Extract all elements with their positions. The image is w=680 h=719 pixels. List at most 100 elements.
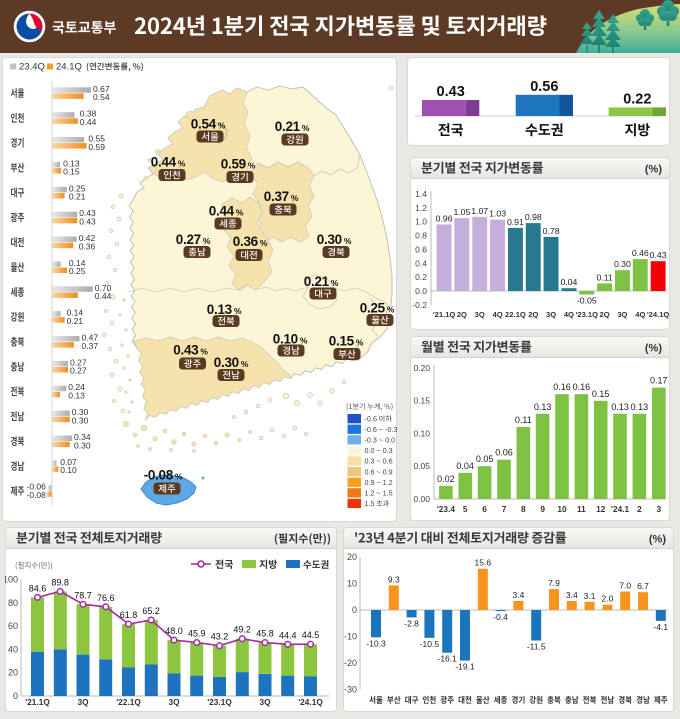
svg-text:0.27 %: 0.27 %	[176, 232, 211, 247]
svg-text:0.15: 0.15	[592, 389, 610, 399]
svg-text:23.4Q: 23.4Q	[19, 62, 45, 73]
svg-text:0.30: 0.30	[614, 259, 631, 269]
svg-text:0.22: 0.22	[623, 91, 651, 107]
svg-text:48.0: 48.0	[165, 626, 183, 636]
svg-text:-0.05: -0.05	[577, 296, 597, 306]
svg-text:0.0 ~ 0.3: 0.0 ~ 0.3	[365, 446, 393, 455]
svg-text:7.9: 7.9	[548, 578, 560, 588]
svg-text:44.4: 44.4	[279, 630, 297, 640]
svg-text:-0.3 ~ 0.0: -0.3 ~ 0.0	[365, 436, 396, 445]
svg-text:0.00: 0.00	[413, 494, 430, 504]
svg-text:0.43: 0.43	[79, 208, 96, 218]
svg-text:0.07: 0.07	[60, 457, 77, 467]
svg-text:9: 9	[540, 504, 545, 514]
svg-text:11: 11	[577, 504, 586, 514]
svg-text:0.10 %: 0.10 %	[273, 332, 308, 347]
svg-text:'22.1Q: '22.1Q	[116, 697, 141, 707]
svg-text:0.30 %: 0.30 %	[214, 355, 249, 370]
svg-text:78.7: 78.7	[74, 590, 92, 600]
svg-text:24.1Q: 24.1Q	[56, 62, 82, 73]
svg-text:0.96: 0.96	[436, 214, 453, 224]
svg-text:0.13: 0.13	[631, 402, 649, 412]
svg-text:3Q: 3Q	[617, 310, 627, 319]
svg-text:-20: -20	[344, 658, 357, 668]
svg-text:0.54 %: 0.54 %	[191, 117, 226, 132]
svg-text:43.2: 43.2	[211, 632, 229, 642]
svg-text:0.44 %: 0.44 %	[151, 155, 186, 170]
svg-text:22.1Q: 22.1Q	[505, 310, 526, 319]
svg-text:-30: -30	[344, 685, 357, 695]
svg-text:20: 20	[8, 668, 18, 678]
svg-text:0.10: 0.10	[413, 429, 430, 439]
svg-text:-11.5: -11.5	[527, 642, 546, 652]
svg-text:'23.4: '23.4	[437, 504, 456, 514]
svg-text:3.4: 3.4	[512, 590, 524, 600]
svg-text:(%): (%)	[645, 343, 662, 355]
svg-text:8: 8	[521, 504, 526, 514]
svg-text:2Q: 2Q	[457, 310, 467, 319]
svg-text:(%): (%)	[649, 534, 666, 546]
svg-text:0.4: 0.4	[415, 258, 427, 268]
svg-text:20: 20	[347, 552, 357, 562]
svg-text:0.25: 0.25	[69, 266, 86, 276]
svg-text:0.43: 0.43	[79, 217, 96, 227]
svg-text:'24.1Q: '24.1Q	[298, 697, 323, 707]
svg-text:4Q: 4Q	[635, 310, 645, 319]
svg-text:-10.5: -10.5	[420, 639, 440, 649]
svg-text:(%): (%)	[645, 164, 662, 176]
svg-text:0.38: 0.38	[80, 109, 97, 119]
svg-text:44.5: 44.5	[302, 630, 320, 640]
svg-text:0.70: 0.70	[95, 283, 112, 293]
svg-text:0.59: 0.59	[88, 142, 105, 152]
svg-text:0.13: 0.13	[611, 402, 629, 412]
svg-text:0.06: 0.06	[495, 448, 513, 458]
svg-text:0.05: 0.05	[476, 454, 494, 464]
svg-text:-0.2: -0.2	[412, 300, 427, 310]
svg-text:0.02: 0.02	[437, 474, 455, 484]
svg-text:45.9: 45.9	[188, 629, 206, 639]
svg-text:0.15 %: 0.15 %	[329, 334, 364, 349]
svg-text:2Q: 2Q	[528, 310, 538, 319]
svg-text:84.6: 84.6	[29, 583, 47, 593]
svg-text:0.27: 0.27	[70, 357, 87, 367]
svg-text:0.37 %: 0.37 %	[264, 189, 299, 204]
svg-text:-0.06: -0.06	[27, 482, 47, 492]
svg-text:0.15: 0.15	[63, 167, 80, 177]
svg-text:-0.6 ~ -0.3: -0.6 ~ -0.3	[365, 425, 398, 434]
svg-text:-0.08 %: -0.08 %	[144, 468, 183, 483]
svg-text:0.44: 0.44	[80, 117, 97, 127]
svg-text:2: 2	[637, 504, 642, 514]
svg-text:0: 0	[352, 605, 357, 615]
svg-text:0.13: 0.13	[68, 391, 85, 401]
svg-text:6: 6	[482, 504, 487, 514]
svg-text:0.04: 0.04	[456, 461, 474, 471]
svg-text:0.91: 0.91	[507, 217, 524, 227]
svg-text:0.43: 0.43	[650, 250, 667, 260]
svg-text:9.3: 9.3	[388, 574, 400, 584]
svg-text:0.11: 0.11	[515, 415, 532, 425]
svg-text:0.13: 0.13	[534, 402, 552, 412]
svg-text:-19.1: -19.1	[455, 662, 475, 672]
svg-text:0.44: 0.44	[95, 291, 112, 301]
svg-text:3Q: 3Q	[475, 310, 485, 319]
svg-text:-16.1: -16.1	[438, 654, 458, 664]
svg-text:60: 60	[8, 621, 18, 631]
svg-text:6.7: 6.7	[637, 581, 649, 591]
svg-text:0.0: 0.0	[415, 286, 427, 296]
svg-text:1.0: 1.0	[415, 217, 427, 227]
svg-text:0.30: 0.30	[72, 407, 89, 417]
svg-text:-2.8: -2.8	[404, 618, 419, 628]
svg-text:0.3 ~ 0.6: 0.3 ~ 0.6	[365, 457, 393, 466]
svg-text:0.37: 0.37	[82, 341, 99, 351]
svg-text:'24.1Q: '24.1Q	[647, 310, 670, 319]
svg-text:65.2: 65.2	[142, 606, 160, 616]
svg-text:-0.4: -0.4	[493, 612, 508, 622]
svg-text:10: 10	[557, 504, 567, 514]
svg-text:4Q: 4Q	[493, 310, 503, 319]
svg-text:61.8: 61.8	[120, 610, 138, 620]
svg-text:0.21: 0.21	[69, 192, 86, 202]
svg-text:3Q: 3Q	[259, 697, 271, 707]
svg-text:45.8: 45.8	[256, 629, 274, 639]
svg-text:0.17: 0.17	[650, 376, 668, 386]
svg-text:0.16: 0.16	[573, 382, 591, 392]
